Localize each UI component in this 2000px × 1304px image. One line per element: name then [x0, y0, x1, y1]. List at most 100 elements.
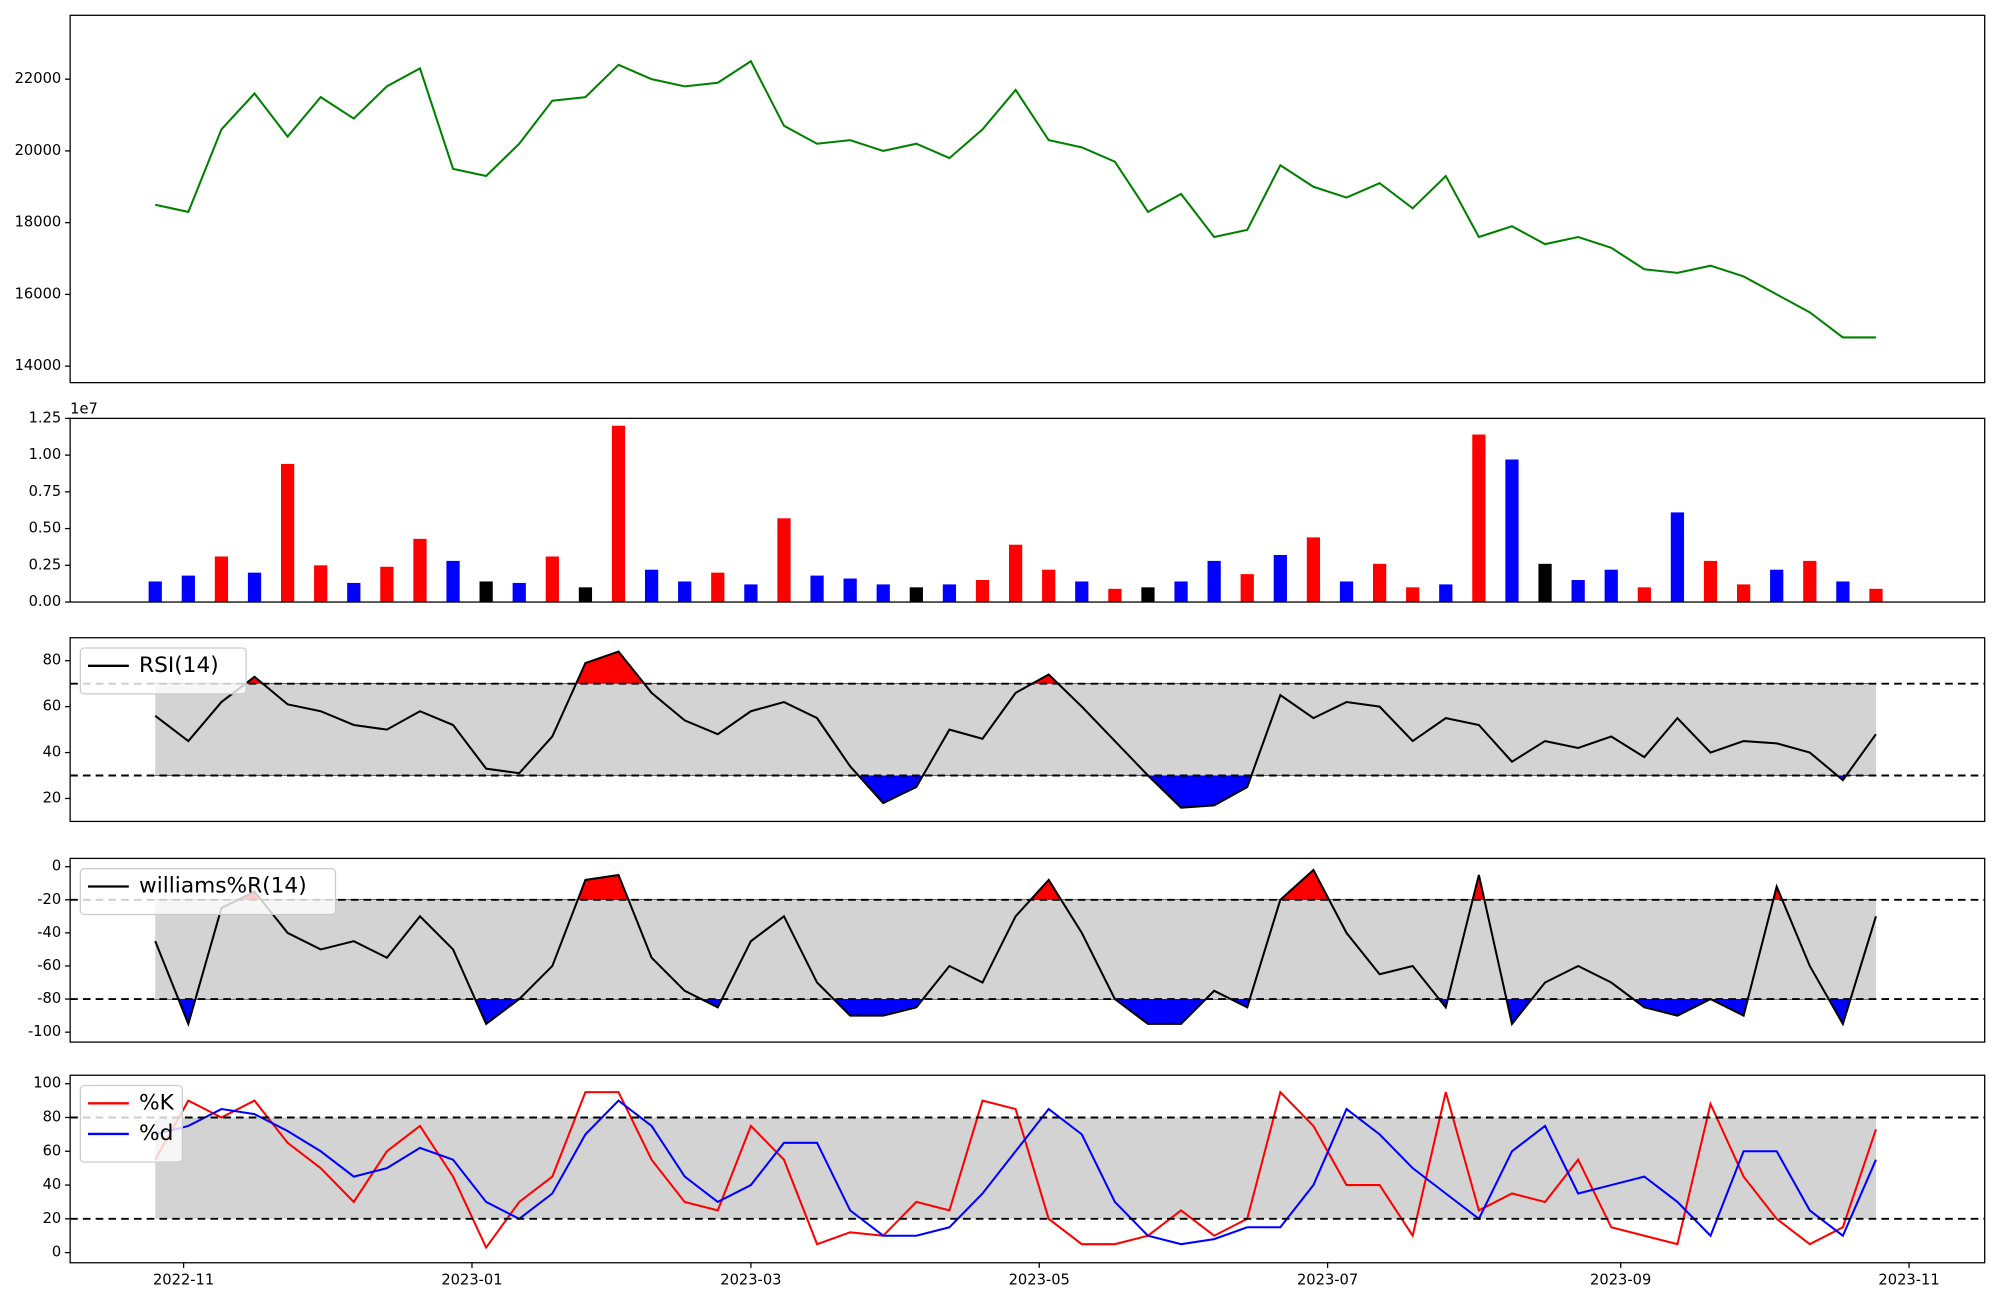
legend: %K %d	[79, 1084, 184, 1163]
bar	[644, 569, 659, 603]
bar	[1406, 587, 1420, 603]
legend-box	[79, 1084, 184, 1163]
bar	[1439, 584, 1453, 603]
y-tick-label: 60	[43, 698, 62, 715]
legend: RSI(14)	[79, 647, 247, 695]
series-line	[154, 650, 1877, 809]
bar	[1042, 569, 1056, 603]
offset-label: 1e7	[70, 400, 98, 417]
bar	[247, 572, 262, 603]
legend-label: williams%R(14)	[139, 873, 307, 898]
y-tick-label: 20	[43, 1210, 62, 1227]
x-tick-label: 2023-03	[720, 1272, 781, 1289]
x-tick-label: 2023-11	[1878, 1272, 1939, 1289]
y-tick-label: 100	[33, 1075, 61, 1092]
y-tick-label: 40	[43, 744, 62, 761]
bar	[347, 582, 361, 603]
bar	[1273, 555, 1287, 603]
axes-frame	[69, 417, 1986, 603]
bar	[711, 572, 725, 603]
y-tick-label: 80	[43, 1108, 62, 1125]
series-line	[154, 1099, 1877, 1246]
bar	[1108, 588, 1122, 603]
bar	[214, 556, 229, 603]
y-tick-label: -60	[37, 957, 61, 974]
series-line	[154, 1090, 1877, 1250]
bar	[578, 587, 593, 603]
y-tick-label: 1.25	[29, 409, 62, 426]
level-band	[155, 1117, 1876, 1219]
bar	[611, 425, 626, 603]
bar	[1306, 537, 1321, 603]
axes-frame	[69, 857, 1986, 1043]
level-band	[155, 683, 1876, 776]
legend: williams%R(14)	[79, 867, 337, 916]
y-tick-label: 18000	[15, 214, 62, 231]
bar	[181, 575, 195, 603]
x-tick-label: 2023-05	[1009, 1272, 1070, 1289]
bar	[777, 518, 791, 603]
legend-box	[79, 867, 337, 916]
x-tick-label: 2023-09	[1590, 1272, 1651, 1289]
x-tick-label: 2023-07	[1297, 1272, 1358, 1289]
bar	[380, 566, 394, 603]
bar	[810, 575, 824, 603]
y-tick-label: 0.50	[29, 520, 62, 537]
y-tick-label: -100	[28, 1023, 61, 1040]
bar	[1141, 587, 1155, 603]
x-tick-label: 2022-11	[153, 1272, 214, 1289]
bar	[843, 578, 857, 603]
bar	[1670, 512, 1685, 603]
bar	[1869, 588, 1883, 603]
bar	[1571, 580, 1585, 603]
bar	[1604, 569, 1618, 603]
bar	[1703, 560, 1718, 603]
bar	[975, 580, 990, 603]
bar	[1207, 560, 1221, 603]
y-tick-label: 14000	[15, 357, 62, 374]
bar	[1803, 560, 1817, 603]
y-tick-label: 16000	[15, 285, 62, 302]
bar	[678, 581, 692, 603]
bar	[413, 538, 427, 603]
legend-box	[79, 647, 247, 695]
bar	[1637, 587, 1651, 603]
y-tick-label: 0	[52, 858, 61, 875]
bar	[314, 565, 328, 603]
y-tick-label: 0.25	[29, 556, 62, 573]
bar	[1240, 574, 1254, 603]
y-tick-label: 80	[43, 652, 62, 669]
series-line	[154, 868, 1877, 1028]
series-line	[155, 59, 1876, 339]
y-tick-label: 60	[43, 1142, 62, 1159]
y-tick-label: 1.00	[29, 446, 62, 463]
y-tick-label: 0.75	[29, 483, 62, 500]
axes-frame	[69, 14, 1986, 384]
bar	[1372, 563, 1387, 603]
legend-label: %K	[139, 1090, 175, 1115]
y-tick-label: -80	[37, 990, 61, 1007]
bar	[744, 584, 758, 603]
bar	[1836, 581, 1850, 603]
legend-label: RSI(14)	[139, 653, 219, 678]
y-tick-label: 22000	[15, 70, 62, 87]
y-tick-label: 0	[52, 1244, 61, 1261]
y-tick-label: 20	[43, 789, 62, 806]
bar	[1339, 581, 1354, 603]
axes-frame	[69, 1074, 1986, 1264]
y-tick-label: 40	[43, 1176, 62, 1193]
bar	[479, 581, 493, 603]
bar	[909, 587, 923, 603]
bar	[280, 463, 295, 603]
bar	[512, 582, 526, 603]
legend-label: %d	[139, 1121, 173, 1146]
bar	[942, 584, 957, 603]
bar	[1472, 434, 1486, 603]
y-tick-label: 0.00	[29, 593, 62, 610]
bar	[148, 581, 162, 603]
bar	[876, 584, 890, 603]
bar	[1174, 581, 1188, 603]
x-tick-label: 2023-01	[441, 1272, 502, 1289]
axes-frame	[69, 637, 1986, 823]
